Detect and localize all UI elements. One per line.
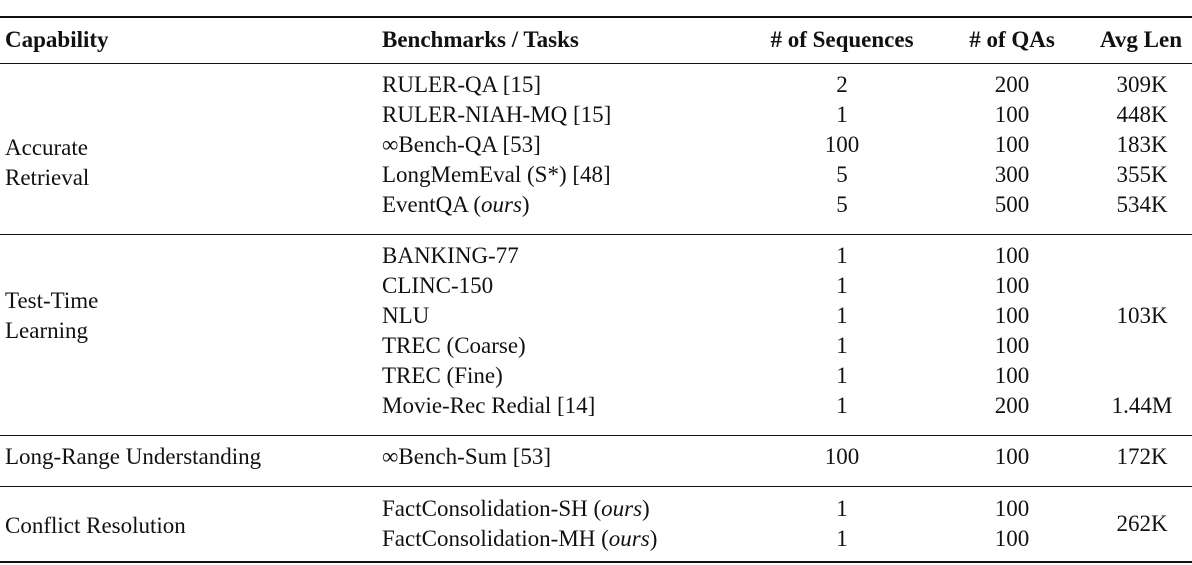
sequences-value: 100 xyxy=(824,444,860,469)
header-qas: # of QAs xyxy=(969,27,1055,52)
qas-value: 100 xyxy=(994,132,1030,157)
benchmark-name: FactConsolidation-SH (ours) xyxy=(382,494,650,524)
qas-value: 100 xyxy=(994,444,1030,469)
sequences-value: 1 xyxy=(836,243,848,268)
avg-len-value-shared: 262K xyxy=(1116,511,1168,536)
benchmark-name: ∞Bench-Sum [53] xyxy=(382,444,552,469)
capability-test-time-learning-line2: Learning xyxy=(5,318,89,343)
qas-value: 200 xyxy=(994,393,1030,418)
sequences-value: 1 xyxy=(836,363,848,388)
capability-accurate-retrieval-line1: Accurate xyxy=(5,135,88,160)
benchmark-name: NLU xyxy=(382,303,430,328)
header-sequences: # of Sequences xyxy=(770,27,914,52)
header-rule xyxy=(0,63,1192,64)
benchmark-name: BANKING-77 xyxy=(382,243,519,268)
avg-len-value: 534K xyxy=(1116,192,1168,217)
sequences-value: 1 xyxy=(836,333,848,358)
sequences-value: 100 xyxy=(824,132,860,157)
benchmark-name-suffix: ) xyxy=(521,192,530,217)
benchmark-name: FactConsolidation-MH (ours) xyxy=(382,524,657,554)
group-rule xyxy=(0,486,1192,487)
header-avg-len: Avg Len xyxy=(1100,27,1182,52)
avg-len-value: 183K xyxy=(1116,132,1168,157)
qas-value: 200 xyxy=(994,72,1030,97)
sequences-value: 1 xyxy=(836,496,848,521)
qas-value: 500 xyxy=(994,192,1030,217)
group-rule xyxy=(0,234,1192,235)
benchmark-name: Movie-Rec Redial [14] xyxy=(382,393,596,418)
sequences-value: 1 xyxy=(836,102,848,127)
benchmark-name-suffix: ) xyxy=(649,526,658,551)
qas-value: 100 xyxy=(994,273,1030,298)
qas-value: 100 xyxy=(994,303,1030,328)
benchmark-name: TREC (Fine) xyxy=(382,363,503,388)
qas-value: 100 xyxy=(994,526,1030,551)
benchmark-name: ∞Bench-QA [53] xyxy=(382,132,541,157)
avg-len-value: 355K xyxy=(1116,162,1168,187)
sequences-value: 1 xyxy=(836,303,848,328)
table-bottom-rule xyxy=(0,561,1192,563)
qas-value: 100 xyxy=(994,496,1030,521)
benchmark-name-italic: ours xyxy=(608,526,650,551)
qas-value: 300 xyxy=(994,162,1030,187)
sequences-value: 1 xyxy=(836,273,848,298)
capability-conflict-resolution: Conflict Resolution xyxy=(5,513,186,538)
avg-len-value-shared: 103K xyxy=(1116,303,1168,328)
benchmark-name: LongMemEval (S*) [48] xyxy=(382,162,611,187)
capability-long-range-understanding: Long-Range Understanding xyxy=(5,444,262,469)
benchmark-name: EventQA (ours) xyxy=(382,190,530,220)
qas-value: 100 xyxy=(994,102,1030,127)
avg-len-value: 448K xyxy=(1116,102,1168,127)
capability-accurate-retrieval-line2: Retrieval xyxy=(5,165,90,190)
qas-value: 100 xyxy=(994,333,1030,358)
header-benchmarks: Benchmarks / Tasks xyxy=(382,27,579,52)
benchmark-name-italic: ours xyxy=(601,496,643,521)
sequences-value: 5 xyxy=(836,192,848,217)
sequences-value: 5 xyxy=(836,162,848,187)
benchmark-name-suffix: ) xyxy=(642,496,650,521)
benchmark-name: RULER-NIAH-MQ [15] xyxy=(382,102,612,127)
avg-len-value: 172K xyxy=(1116,444,1168,469)
benchmark-name: RULER-QA [15] xyxy=(382,72,542,97)
benchmark-name: CLINC-150 xyxy=(382,273,494,298)
benchmark-name: TREC (Coarse) xyxy=(382,333,526,358)
benchmark-name-prefix: FactConsolidation-SH ( xyxy=(382,496,602,521)
qas-value: 100 xyxy=(994,243,1030,268)
qas-value: 100 xyxy=(994,363,1030,388)
avg-len-value: 309K xyxy=(1116,72,1168,97)
header-capability: Capability xyxy=(5,27,109,52)
capability-test-time-learning-line1: Test-Time xyxy=(5,288,99,313)
avg-len-value: 1.44M xyxy=(1111,393,1173,418)
group-rule xyxy=(0,435,1192,436)
sequences-value: 2 xyxy=(836,72,848,97)
table-top-rule xyxy=(0,16,1192,18)
sequences-value: 1 xyxy=(836,526,848,551)
benchmark-name-prefix: FactConsolidation-MH ( xyxy=(382,526,609,551)
benchmark-name-italic: ours xyxy=(481,192,522,217)
sequences-value: 1 xyxy=(836,393,848,418)
benchmark-name-prefix: EventQA ( xyxy=(382,192,482,217)
